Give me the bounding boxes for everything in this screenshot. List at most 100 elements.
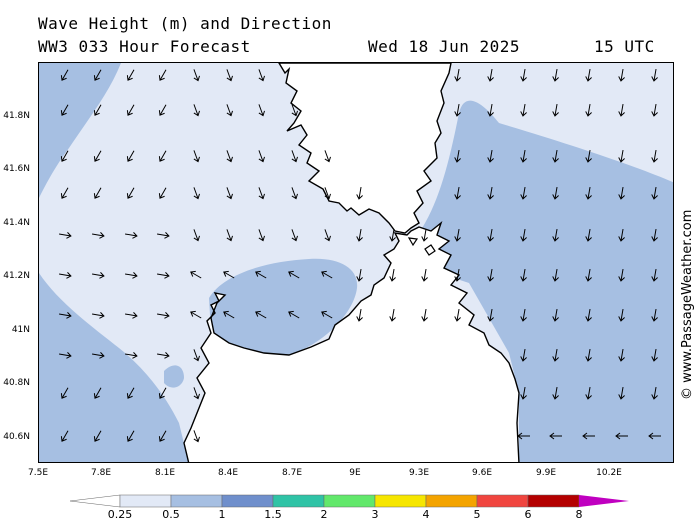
direction-arrow xyxy=(226,187,233,200)
lat-label: 40.8N xyxy=(3,378,30,388)
direction-arrow xyxy=(324,150,331,163)
direction-arrow xyxy=(520,387,527,400)
island-1 xyxy=(424,244,436,256)
chart-title: Wave Height (m) and Direction xyxy=(38,14,332,33)
direction-arrow xyxy=(157,352,170,359)
direction-arrow xyxy=(651,150,658,163)
legend-swatch xyxy=(527,494,580,508)
direction-arrow xyxy=(520,104,527,117)
direction-arrow xyxy=(93,187,102,199)
direction-arrow xyxy=(321,310,333,319)
legend-label: 3 xyxy=(371,508,379,521)
legend-swatch xyxy=(323,494,376,508)
direction-arrow xyxy=(520,187,527,200)
direction-arrow xyxy=(92,232,105,239)
lat-label: 41.2N xyxy=(3,271,30,281)
direction-arrow xyxy=(651,104,658,117)
direction-arrow xyxy=(648,432,661,440)
direction-arrow xyxy=(60,69,69,81)
legend-swatch xyxy=(119,494,172,508)
direction-arrow xyxy=(158,187,167,199)
direction-arrow xyxy=(93,150,102,162)
direction-arrow xyxy=(321,270,333,279)
direction-arrow xyxy=(517,432,530,440)
lon-label: 9.3E xyxy=(409,468,429,478)
direction-arrow xyxy=(487,150,494,163)
lat-label: 41.4N xyxy=(3,218,30,228)
wave-band-west xyxy=(39,273,189,462)
direction-arrow xyxy=(158,430,167,442)
direction-arrow xyxy=(618,187,625,200)
direction-arrow xyxy=(487,229,494,242)
direction-arrow xyxy=(487,187,494,200)
direction-arrow xyxy=(157,272,170,279)
direction-arrow xyxy=(389,229,396,242)
land-sardinia xyxy=(183,220,520,462)
wave-map[interactable] xyxy=(38,62,674,463)
direction-arrow xyxy=(618,69,625,82)
direction-arrow xyxy=(291,104,298,117)
direction-arrow xyxy=(126,69,135,81)
direction-arrow xyxy=(92,352,105,359)
wave-map-svg xyxy=(39,63,673,462)
wave-band-left xyxy=(39,63,121,198)
direction-arrow xyxy=(618,150,625,163)
direction-arrow xyxy=(454,309,461,322)
direction-arrow xyxy=(454,104,461,117)
direction-arrow xyxy=(223,270,235,279)
direction-arrow xyxy=(93,430,102,442)
direction-arrow xyxy=(126,430,135,442)
forecast-label: WW3 033 Hour Forecast xyxy=(38,37,251,56)
direction-arrow xyxy=(651,69,658,82)
direction-arrow xyxy=(389,309,396,322)
direction-arrow xyxy=(520,349,527,362)
direction-arrow xyxy=(258,150,265,163)
lon-label: 9.9E xyxy=(536,468,556,478)
direction-arrow xyxy=(60,387,69,399)
legend-label: 8 xyxy=(575,508,583,521)
legend-swatch xyxy=(579,495,629,507)
direction-arrow xyxy=(356,187,363,200)
direction-arrow xyxy=(193,430,200,443)
direction-arrow xyxy=(356,309,363,322)
direction-arrow xyxy=(585,387,592,400)
legend-swatch xyxy=(374,494,427,508)
legend-label: 1 xyxy=(218,508,226,521)
direction-arrow xyxy=(158,69,167,81)
direction-arrow xyxy=(226,69,233,82)
direction-arrow xyxy=(582,432,595,440)
lon-label: 9E xyxy=(349,468,361,478)
lat-label: 41.6N xyxy=(3,164,30,174)
direction-arrow xyxy=(226,229,233,242)
direction-arrow xyxy=(126,150,135,162)
lon-label: 9.6E xyxy=(472,468,492,478)
direction-arrow xyxy=(126,387,135,399)
direction-arrow xyxy=(59,312,72,319)
direction-arrow xyxy=(585,104,592,117)
lon-label: 8.1E xyxy=(155,468,175,478)
direction-arrow xyxy=(190,270,202,279)
legend-label: 5 xyxy=(473,508,481,521)
direction-arrow xyxy=(520,150,527,163)
legend-label: 2 xyxy=(320,508,328,521)
lat-label: 40.6N xyxy=(3,432,30,442)
direction-arrow xyxy=(552,69,559,82)
direction-arrow xyxy=(549,432,562,440)
direction-arrow xyxy=(618,104,625,117)
direction-arrow xyxy=(60,430,69,442)
direction-arrow xyxy=(324,187,331,200)
legend-label: 4 xyxy=(422,508,430,521)
direction-arrow xyxy=(487,104,494,117)
direction-arrow xyxy=(421,309,428,322)
legend-swatch xyxy=(70,494,121,508)
direction-arrow xyxy=(552,104,559,117)
legend-swatch xyxy=(476,494,529,508)
direction-arrow xyxy=(190,310,202,319)
legend-label: 0.25 xyxy=(107,508,133,521)
direction-arrow xyxy=(258,187,265,200)
direction-arrow xyxy=(258,104,265,117)
direction-arrow xyxy=(60,187,69,199)
wave-patch-center xyxy=(209,258,358,357)
direction-arrow xyxy=(193,349,200,362)
legend-swatch xyxy=(425,494,478,508)
